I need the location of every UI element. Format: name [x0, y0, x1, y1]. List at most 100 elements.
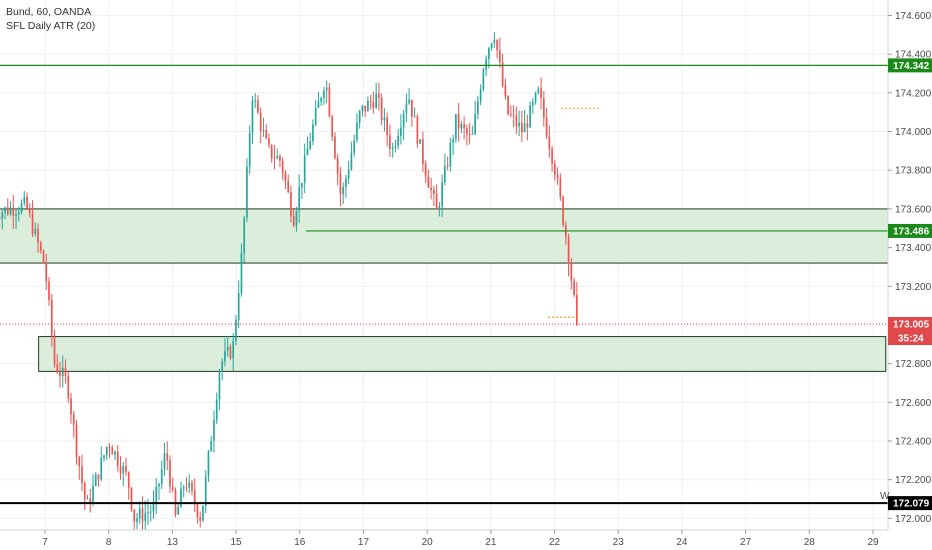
- candle: [221, 358, 224, 381]
- price-tag-background: [888, 496, 932, 511]
- candle-body: [4, 207, 6, 213]
- candle: [48, 276, 50, 306]
- price-tag-label: 173.005: [893, 319, 930, 330]
- candle-body: [12, 207, 15, 216]
- time-tick-label: 29: [867, 537, 879, 548]
- price-tag-background: [888, 58, 932, 73]
- candle: [501, 53, 504, 88]
- candle: [215, 392, 218, 425]
- candle: [534, 91, 537, 105]
- candle-body: [575, 295, 578, 325]
- candle: [6, 198, 9, 217]
- price-tick-label: 174.200: [895, 88, 932, 99]
- candle-body: [103, 455, 105, 458]
- candle-body: [105, 447, 108, 456]
- time-tick-label: 22: [549, 537, 561, 548]
- candle: [70, 392, 72, 424]
- candle-body: [375, 93, 378, 108]
- price-tag-background: [888, 316, 932, 331]
- candle: [408, 88, 410, 105]
- candle: [265, 124, 268, 140]
- candle-body: [259, 112, 262, 131]
- candle: [141, 496, 144, 530]
- candle: [372, 91, 375, 114]
- candle-body: [570, 263, 573, 281]
- candle-body: [202, 505, 204, 521]
- candle: [433, 185, 435, 206]
- candle: [130, 486, 133, 512]
- price-tick-label: 174.400: [895, 50, 932, 61]
- candle: [471, 125, 474, 135]
- price-tick-label: 172.000: [895, 514, 932, 525]
- candle: [23, 190, 26, 207]
- time-axis[interactable]: 7 8 13 15 16 17 20 21 22 23 24 27 28 29: [0, 529, 932, 550]
- candle-body: [512, 114, 515, 116]
- candle-body: [42, 250, 45, 264]
- candle-body: [523, 123, 526, 133]
- candle-body: [466, 128, 468, 135]
- candle: [314, 99, 317, 127]
- candle: [292, 207, 295, 228]
- candle-body: [369, 100, 372, 103]
- candle: [512, 105, 515, 128]
- candle: [185, 477, 188, 492]
- candle-body: [182, 487, 185, 489]
- candle: [353, 134, 356, 157]
- candle-body: [56, 364, 59, 373]
- candle-body: [336, 158, 339, 174]
- time-tick-label: 20: [422, 537, 434, 548]
- candle-body: [235, 319, 237, 341]
- candle-body: [268, 138, 270, 145]
- candle: [59, 361, 61, 388]
- candle: [31, 200, 34, 238]
- candle: [17, 206, 20, 222]
- candle: [202, 505, 204, 522]
- candle-body: [257, 100, 259, 113]
- candle: [232, 332, 235, 372]
- candle-body: [97, 474, 100, 480]
- candle: [317, 91, 320, 109]
- candle-body: [243, 217, 246, 253]
- price-tick-label: 172.600: [895, 398, 932, 409]
- candle-body: [152, 502, 155, 512]
- price-axis[interactable]: 174.600 174.400 174.200 174.000 173.800 173.6…: [887, 0, 932, 530]
- candle: [452, 134, 454, 156]
- candle: [169, 455, 171, 493]
- price-tag-173-005: 173.005 35:24: [888, 316, 932, 345]
- candle-body: [26, 196, 28, 208]
- candle-body: [64, 367, 67, 376]
- candle-body: [292, 216, 295, 226]
- candle-body: [347, 169, 350, 179]
- candle: [136, 512, 138, 530]
- candle: [28, 203, 31, 218]
- candle: [12, 194, 15, 230]
- candle-body: [89, 498, 92, 504]
- price-tag-173-486: 173.486: [888, 223, 932, 238]
- candle-body: [86, 498, 89, 500]
- candle: [257, 95, 259, 114]
- candle: [309, 132, 312, 151]
- candle: [380, 93, 383, 126]
- candle-body: [20, 203, 23, 213]
- candle-body: [147, 512, 149, 514]
- candle-body: [83, 482, 86, 500]
- candle: [361, 104, 364, 117]
- candle: [345, 174, 347, 198]
- candle: [474, 100, 476, 136]
- zone-rect-2[interactable]: [38, 336, 887, 372]
- candle: [235, 315, 237, 346]
- candle-body: [389, 135, 391, 150]
- candle-body: [138, 508, 141, 519]
- candle-body: [378, 93, 380, 98]
- candle-body: [188, 482, 191, 488]
- candle-body: [485, 59, 487, 70]
- candle-body: [15, 214, 17, 216]
- candle: [290, 185, 292, 223]
- candle-body: [411, 99, 413, 117]
- candle-body: [75, 424, 78, 457]
- zone-rect-1[interactable]: [0, 208, 889, 264]
- plot-area[interactable]: [0, 0, 888, 530]
- candle-body: [449, 142, 452, 167]
- candle-body: [488, 48, 490, 60]
